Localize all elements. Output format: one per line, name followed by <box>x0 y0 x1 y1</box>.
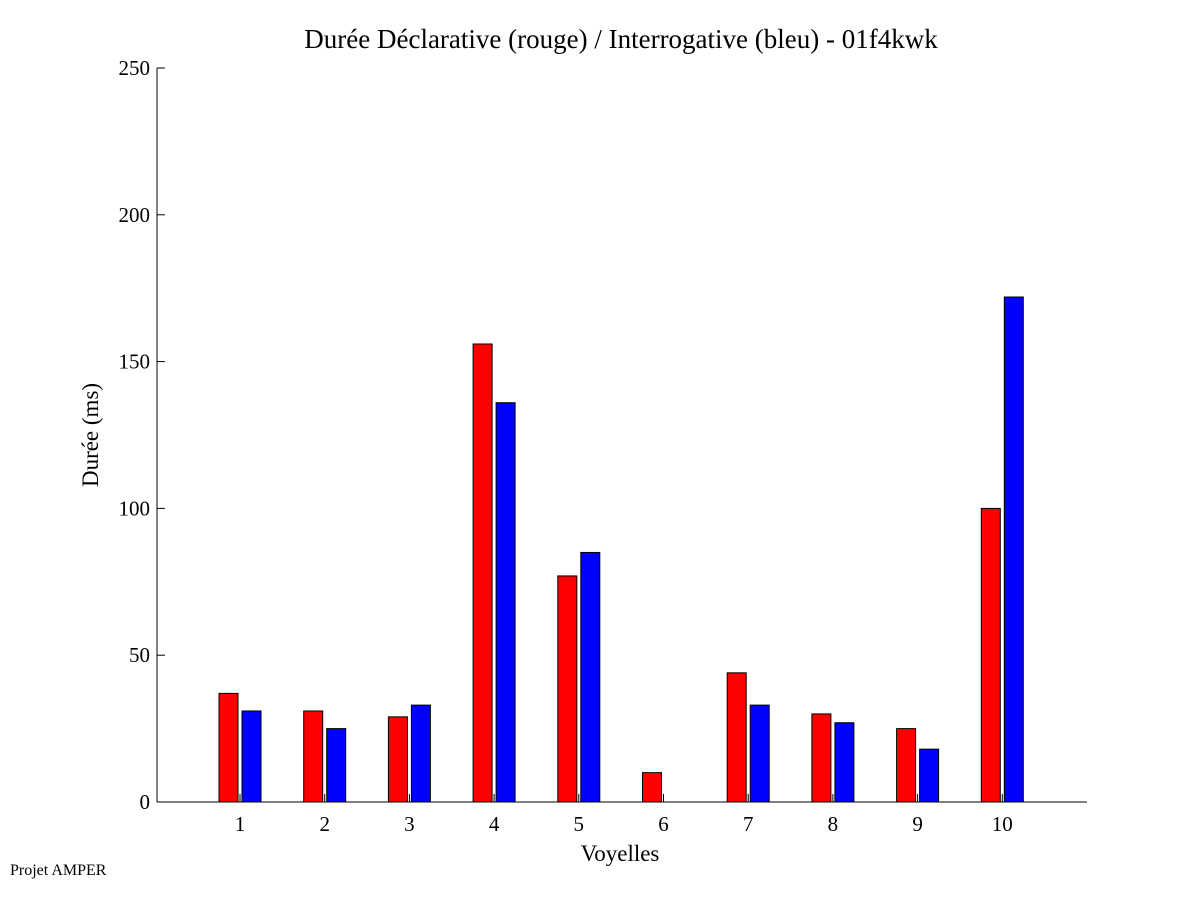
bar-interrogative-5 <box>580 551 601 803</box>
footer-label: Projet AMPER <box>10 862 107 879</box>
x-tick-label: 6 <box>658 812 669 836</box>
bar-declarative-9 <box>896 728 917 803</box>
bar-interrogative-4 <box>495 402 516 803</box>
x-axis-ticks: 1 2 3 4 5 6 7 8 9 10 <box>235 794 1013 836</box>
bar-declarative-6 <box>642 772 662 803</box>
bar-interrogative-3 <box>410 704 431 803</box>
x-tick-label: 4 <box>489 812 500 836</box>
bar-interrogative-2 <box>326 728 347 803</box>
bar-declarative-5 <box>557 575 578 803</box>
y-axis-ticks: 0 50 100 150 200 250 <box>119 56 165 814</box>
bar-declarative-3 <box>387 716 408 803</box>
bar-declarative-2 <box>303 710 324 803</box>
bar-declarative-10 <box>980 507 1001 803</box>
bar-interrogative-8 <box>834 722 855 803</box>
x-tick-label: 3 <box>404 812 415 836</box>
x-tick-label: 2 <box>319 812 330 836</box>
x-tick-label: 5 <box>574 812 585 836</box>
y-axis-label: Durée (ms) <box>78 383 103 487</box>
y-tick-label: 0 <box>140 790 151 814</box>
y-tick-label: 50 <box>129 643 150 667</box>
x-tick-label: 7 <box>743 812 754 836</box>
bar-interrogative-10 <box>1003 296 1024 803</box>
bar-declarative-4 <box>472 343 493 803</box>
y-tick-label: 100 <box>119 496 151 520</box>
x-tick-label: 10 <box>992 812 1013 836</box>
y-tick-label: 200 <box>119 203 151 227</box>
bar-interrogative-9 <box>919 748 940 803</box>
x-tick-label: 1 <box>235 812 246 836</box>
bars <box>218 296 1024 803</box>
x-axis-label: Voyelles <box>581 841 660 866</box>
x-tick-label: 8 <box>828 812 839 836</box>
bar-declarative-7 <box>726 672 747 803</box>
x-tick-label: 9 <box>912 812 923 836</box>
bar-interrogative-7 <box>749 704 770 803</box>
y-tick-label: 150 <box>119 350 151 374</box>
bar-declarative-1 <box>218 692 239 803</box>
bar-declarative-8 <box>811 713 832 803</box>
bar-interrogative-1 <box>241 710 262 803</box>
y-tick-label: 250 <box>119 56 151 80</box>
chart-title: Durée Déclarative (rouge) / Interrogativ… <box>304 24 938 54</box>
